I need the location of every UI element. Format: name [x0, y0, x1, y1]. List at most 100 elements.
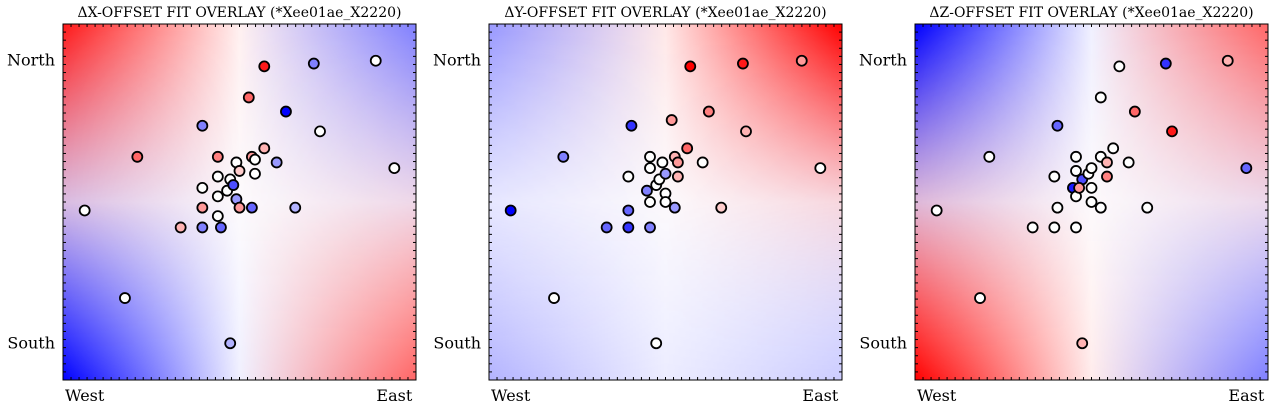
data-point	[211, 190, 224, 203]
y-tick-label: North	[433, 51, 481, 70]
chart-title: ΔY-OFFSET FIT OVERLAY (*Xee01ae_X2220)	[504, 5, 826, 21]
data-point	[1026, 221, 1039, 234]
x-tick-label: West	[491, 386, 531, 405]
data-point	[1070, 221, 1082, 234]
data-point	[1085, 196, 1098, 208]
data-point	[1101, 170, 1113, 183]
data-point	[737, 57, 749, 70]
data-point	[215, 221, 227, 234]
data-point	[650, 337, 663, 350]
chart-panel: ΔY-OFFSET FIT OVERLAY (*Xee01ae_X2220) We…	[433, 5, 843, 405]
chart-panel: ΔZ-OFFSET FIT OVERLAY (*Xee01ae_X2220) We…	[859, 5, 1269, 405]
data-point	[196, 201, 209, 214]
data-point	[1107, 142, 1120, 155]
data-point	[131, 150, 144, 163]
data-point	[388, 162, 401, 174]
data-point	[814, 162, 827, 174]
data-point	[258, 60, 271, 73]
y-tick-label: North	[859, 51, 907, 70]
data-point	[622, 221, 635, 234]
data-point	[644, 196, 656, 208]
data-point	[659, 196, 672, 208]
data-point	[249, 167, 261, 180]
data-point	[1048, 221, 1061, 234]
chart-panel: ΔX-OFFSET FIT OVERLAY (*Xee01ae_X2220) We…	[7, 5, 417, 405]
data-point	[1070, 150, 1082, 163]
data-point	[548, 292, 560, 304]
plot-frame	[62, 23, 417, 381]
data-point	[641, 184, 653, 197]
data-point	[1085, 181, 1098, 194]
data-point	[1113, 60, 1126, 73]
data-point	[1159, 57, 1172, 70]
x-tick-label: West	[917, 386, 957, 405]
data-point	[1240, 162, 1253, 174]
data-point	[289, 201, 302, 214]
data-point	[702, 105, 715, 118]
data-point	[622, 170, 635, 183]
plot-frame	[914, 23, 1269, 381]
data-point	[504, 204, 517, 217]
data-point	[1051, 201, 1064, 214]
data-point	[696, 156, 709, 169]
data-point	[245, 201, 258, 214]
x-tick-label: East	[802, 386, 838, 405]
data-point	[671, 170, 684, 183]
data-point	[974, 292, 986, 304]
data-point	[119, 292, 131, 304]
x-tick-label: West	[65, 386, 105, 405]
data-point	[930, 204, 943, 217]
data-point	[211, 170, 224, 183]
data-point	[233, 165, 246, 177]
data-point	[242, 91, 255, 104]
data-point	[644, 221, 656, 234]
data-point	[1085, 162, 1098, 174]
data-point	[681, 142, 694, 155]
chart-title: ΔZ-OFFSET FIT OVERLAY (*Xee01ae_X2220)	[929, 5, 1253, 21]
y-tick-label: North	[7, 51, 55, 70]
x-tick-label: East	[1228, 386, 1264, 405]
data-point	[258, 142, 271, 155]
data-point	[196, 119, 209, 132]
data-point	[211, 210, 224, 223]
data-point	[1051, 119, 1064, 132]
data-point	[656, 156, 669, 169]
data-point	[196, 221, 209, 234]
data-point	[1076, 337, 1089, 350]
data-point	[668, 201, 681, 214]
data-point	[1141, 201, 1154, 214]
y-tick-label: South	[433, 333, 481, 352]
data-point	[557, 150, 570, 163]
data-point	[622, 204, 635, 217]
y-tick-label: South	[859, 333, 907, 352]
data-point	[644, 150, 656, 163]
data-point	[280, 105, 292, 118]
data-point	[795, 54, 808, 67]
data-point	[983, 150, 996, 163]
data-point	[1094, 91, 1107, 104]
data-point	[1128, 105, 1141, 118]
data-point	[227, 179, 240, 191]
data-point	[196, 181, 209, 194]
data-point	[270, 156, 283, 169]
data-point	[78, 204, 91, 217]
y-tick-label: South	[7, 333, 55, 352]
data-point	[224, 337, 237, 350]
data-point	[1122, 156, 1135, 169]
data-point	[314, 125, 326, 138]
data-point	[1073, 181, 1086, 194]
data-point	[1221, 54, 1234, 67]
data-point	[1094, 201, 1107, 214]
data-point	[659, 167, 672, 180]
data-point	[1166, 125, 1178, 138]
data-point	[174, 221, 187, 234]
data-point	[233, 201, 246, 214]
data-point	[307, 57, 320, 70]
data-point	[600, 221, 613, 234]
data-point	[625, 119, 638, 132]
data-point	[715, 201, 728, 214]
data-point	[1070, 165, 1082, 177]
data-point	[249, 153, 261, 166]
chart-title: ΔX-OFFSET FIT OVERLAY (*Xee01ae_X2220)	[78, 5, 402, 21]
